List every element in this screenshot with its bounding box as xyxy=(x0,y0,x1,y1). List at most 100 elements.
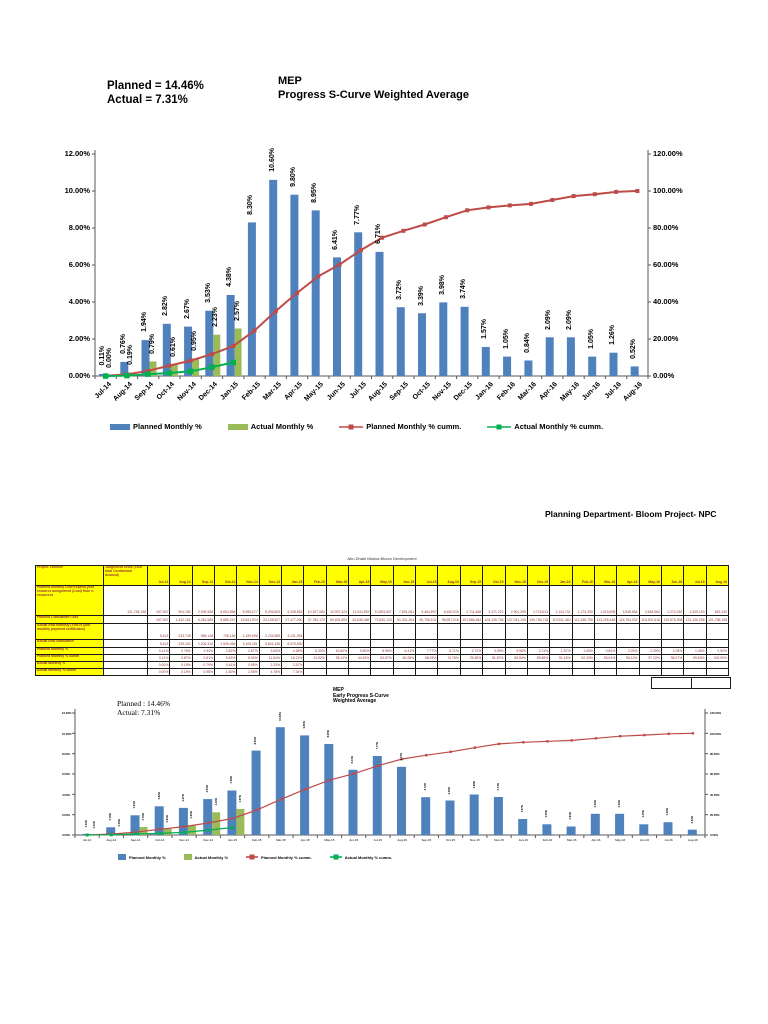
table-cell-value xyxy=(392,661,417,669)
table-cell-value: 3.74% xyxy=(526,647,551,655)
table-cell-value: 113,205,448 xyxy=(593,615,618,624)
table-cell-value: 107,041,105 xyxy=(504,615,528,624)
table-header-month: Jul-16 xyxy=(683,565,707,586)
table-cell-value: 3.72% xyxy=(459,647,484,655)
right-axis-tick-label: 120.00% xyxy=(653,149,683,159)
table-cell-value: 0.19% xyxy=(169,668,193,676)
s-curve-chart-large: 0.00% 2.00% 4.00% 6.00% 8.00% 10.00% 12.00% 0.0… xyxy=(58,146,718,446)
table-cell-value: 10,307,080 xyxy=(303,585,327,616)
legend-line-icon xyxy=(339,424,364,429)
legend-item: Planned Monthly % xyxy=(110,422,202,431)
table-cell-value: 2,734,985 xyxy=(258,623,283,640)
table-cell-value: 44.92% xyxy=(348,654,372,662)
bar-label: 4.38% xyxy=(230,776,234,784)
table-cell-value: 0.76% xyxy=(169,647,193,655)
table-cell-value xyxy=(705,639,730,648)
actual-note: Actual = 7.31% xyxy=(107,94,188,106)
x-axis-label: Feb-15 xyxy=(251,838,262,842)
planned-note: Planned = 14.46% xyxy=(107,80,204,92)
x-axis-label: Jul-15 xyxy=(373,838,382,842)
table-cell-value xyxy=(638,623,662,640)
table-cell-value: 9,464,897 xyxy=(415,585,439,616)
table-cell-value xyxy=(415,639,439,648)
table-cell-value: 2,548,584 xyxy=(638,585,662,616)
table-cell-value: 7,801,061 xyxy=(392,585,417,616)
table-cell-value xyxy=(571,668,595,676)
table-cell-value: 68.05% xyxy=(415,654,439,662)
table-footer-cells xyxy=(651,677,731,689)
right-axis-tick-label: 60.00% xyxy=(710,772,720,777)
chart-title-small-line3: Weighted Average xyxy=(333,698,377,704)
left-axis-tick-label: 2.00% xyxy=(68,334,90,344)
legend-label: Planned Monthly % cumm. xyxy=(261,854,312,860)
chart-legend: Planned Monthly % Actual Monthly % Planned… xyxy=(110,422,603,431)
table-header-month: Nov-15 xyxy=(504,565,528,586)
table-header-month: Apr-15 xyxy=(348,565,372,586)
bar-label: 0.00% xyxy=(106,348,113,369)
table-cell-value xyxy=(415,661,439,669)
table-cell-value: 10,893,657 xyxy=(370,585,394,616)
table-cell-value xyxy=(504,668,528,676)
table-cell-value xyxy=(370,639,394,648)
right-axis-tick-label: 120.00% xyxy=(710,711,722,716)
right-axis-tick-label: 100.00% xyxy=(653,186,683,196)
legend-label: Planned Monthly % xyxy=(133,422,202,431)
table-cell-value: 3.98% xyxy=(504,647,528,655)
right-axis-tick-label: 80.00% xyxy=(710,751,720,756)
table-cell-value: 16.21% xyxy=(281,654,305,662)
bar-label: 3.74% xyxy=(496,782,500,791)
x-axis-label: Jun-16 xyxy=(639,838,649,842)
table-cell-value xyxy=(392,668,417,676)
right-axis-tick-label: 20.00% xyxy=(653,334,679,344)
table-cell-value: 91.15% xyxy=(549,654,573,662)
bar-label: 2.09% xyxy=(593,799,597,808)
table-cell-value xyxy=(593,668,618,676)
table-cell-value: 7.77% xyxy=(415,647,439,655)
table-row-label: Planned Monthly % cumm xyxy=(35,654,104,662)
right-axis-tick-label: 100.00% xyxy=(710,731,722,736)
table-cell-value: 3.53% xyxy=(258,647,283,655)
planning-table-wrap: Project Timeline Judgement Units (Your to… xyxy=(35,565,730,676)
chart-title-small: MEP Early Progress S-Curve Weighted Aver… xyxy=(333,687,389,705)
table-cell-value: 0.00% xyxy=(146,661,171,669)
table-cell-value: 965,148 xyxy=(191,623,216,640)
table-cell-value xyxy=(526,668,551,676)
table-cell-value xyxy=(571,623,595,640)
table-cell-value: 2,725,613 xyxy=(526,585,551,616)
table-cell-value: 5,844,136 xyxy=(258,639,283,648)
table-cell-value xyxy=(459,661,484,669)
planned-actual-note-small: Planned : 14.46% Actual: 7.31% xyxy=(117,699,170,717)
bar-label: 3.72% xyxy=(424,783,427,791)
table-cell-value: 9,886,247 xyxy=(214,615,238,624)
table-header-month: Jan-16 xyxy=(549,565,573,586)
table-cell-value xyxy=(549,661,573,669)
table-cell-value: 8,975,530 xyxy=(281,639,305,648)
legend-swatch-icon xyxy=(227,423,248,430)
legend-item: Planned Monthly % cumm. xyxy=(339,422,461,431)
table-cell-value: 0.79% xyxy=(191,661,216,669)
table-cell-value: 2.57% xyxy=(281,661,305,669)
x-axis-label: Jan-16 xyxy=(518,838,528,842)
table-cell-units xyxy=(103,639,148,648)
table-cell-value: 109,766,718 xyxy=(526,615,551,624)
legend-swatch-icon xyxy=(110,423,130,430)
table-row-label: Planned Monthly % xyxy=(35,647,104,655)
table-header-month: Aug-14 xyxy=(169,565,193,586)
bar-label: 2.67% xyxy=(183,298,191,319)
table-cell-value xyxy=(415,668,439,676)
table-cell-value xyxy=(504,639,528,648)
bar-label: 3.72% xyxy=(396,279,404,300)
table-cell-value: 0.98% xyxy=(191,668,216,676)
table-header-month: Aug-16 xyxy=(705,565,730,586)
table-header-month: Nov-14 xyxy=(236,565,260,586)
table-cell-value: 98.27% xyxy=(660,654,685,662)
bar-label: 0.61% xyxy=(166,814,169,823)
legend-label: Actual Monthly % cumm. xyxy=(344,854,393,860)
table-cell-value xyxy=(348,623,372,640)
left-axis-tick-label: 10.00% xyxy=(64,186,90,196)
table-footer-cell-2 xyxy=(692,678,731,688)
table-cell-value: 112,185,750 xyxy=(571,615,595,624)
right-axis-tick-label: 80.00% xyxy=(653,223,679,233)
table-cell-value: 8.30% xyxy=(236,654,260,662)
table-cell-value: 37,784,170 xyxy=(303,615,327,624)
